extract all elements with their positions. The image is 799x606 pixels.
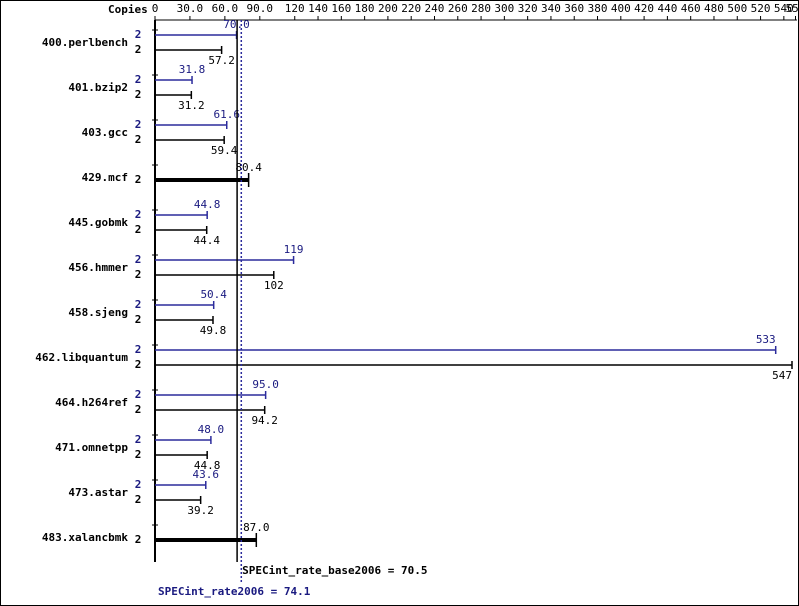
copies-label: 2 [135,173,142,186]
copies-label: 2 [135,358,142,371]
x-tick-label: 240 [425,2,445,15]
copies-label: 2 [135,88,142,101]
value-label: 44.4 [193,234,220,247]
copies-label: 2 [135,28,142,41]
copies-label: 2 [135,343,142,356]
x-tick-label: 380 [588,2,608,15]
copies-label: 2 [135,313,142,326]
x-tick-label: 180 [355,2,375,15]
x-tick-label: 280 [471,2,491,15]
x-tick-label: 30.0 [177,2,204,15]
x-tick-label: 300 [494,2,514,15]
value-label: 31.2 [178,99,205,112]
category-label: 473.astar [68,486,128,499]
value-label: 119 [284,243,304,256]
category-label: 400.perlbench [42,36,128,49]
x-tick-label: 460 [681,2,701,15]
value-label: 87.0 [243,521,270,534]
value-label: 80.4 [235,161,262,174]
category-label: 445.gobmk [68,216,128,229]
value-label: 39.2 [187,504,214,517]
base-metric-label: SPECint_rate_base2006 = 70.5 [242,564,427,577]
category-label: 401.bzip2 [68,81,128,94]
copies-label: 2 [135,223,142,236]
copies-label: 2 [135,268,142,281]
x-tick-label: 160 [331,2,351,15]
x-tick-label: 60.0 [212,2,239,15]
category-label: 471.omnetpp [55,441,128,454]
value-label: 31.8 [179,63,206,76]
x-tick-label: 540 [774,2,794,15]
x-tick-label: 440 [657,2,677,15]
x-tick-label: 90.0 [247,2,274,15]
value-label: 102 [264,279,284,292]
copies-label: 2 [135,208,142,221]
value-label: 50.4 [200,288,227,301]
value-label: 44.8 [194,198,221,211]
category-label: 462.libquantum [35,351,128,364]
copies-label: 2 [135,388,142,401]
value-label: 59.4 [211,144,238,157]
peak-metric-label: SPECint_rate2006 = 74.1 [158,585,311,598]
value-label: 43.6 [193,468,220,481]
copies-label: 2 [135,73,142,86]
copies-label: 2 [135,478,142,491]
value-label: 44.8 [194,459,221,472]
copies-label: 2 [135,298,142,311]
copies-label: 2 [135,533,142,546]
x-tick-label: 480 [704,2,724,15]
x-tick-label: 0 [152,2,159,15]
x-tick-label: 520 [751,2,771,15]
value-label: 94.2 [251,414,278,427]
x-tick-label: 360 [564,2,584,15]
copies-label: 2 [135,43,142,56]
value-label: 49.8 [200,324,227,337]
x-tick-label: 140 [308,2,328,15]
value-label: 547 [772,369,792,382]
x-tick-label: 550 [786,2,799,15]
x-tick-label: 320 [518,2,538,15]
x-tick-label: 400 [611,2,631,15]
copies-label: 2 [135,433,142,446]
value-label: 533 [756,333,776,346]
copies-label: 2 [135,118,142,131]
copies-header: Copies [108,3,148,16]
value-label: 48.0 [198,423,225,436]
value-label: 95.0 [252,378,279,391]
value-label: 57.2 [208,54,235,67]
value-label: 61.6 [213,108,240,121]
x-tick-label: 120 [285,2,305,15]
x-tick-label: 340 [541,2,561,15]
category-label: 456.hmmer [68,261,128,274]
copies-label: 2 [135,403,142,416]
copies-label: 2 [135,133,142,146]
x-tick-label: 200 [378,2,398,15]
x-tick-label: 500 [727,2,747,15]
copies-label: 2 [135,448,142,461]
x-tick-label: 420 [634,2,654,15]
x-tick-label: 260 [448,2,468,15]
category-label: 403.gcc [82,126,128,139]
copies-label: 2 [135,253,142,266]
copies-label: 2 [135,493,142,506]
category-label: 464.h264ref [55,396,128,409]
x-tick-label: 220 [401,2,421,15]
category-label: 458.sjeng [68,306,128,319]
category-label: 429.mcf [82,171,128,184]
category-label: 483.xalancbmk [42,531,128,544]
